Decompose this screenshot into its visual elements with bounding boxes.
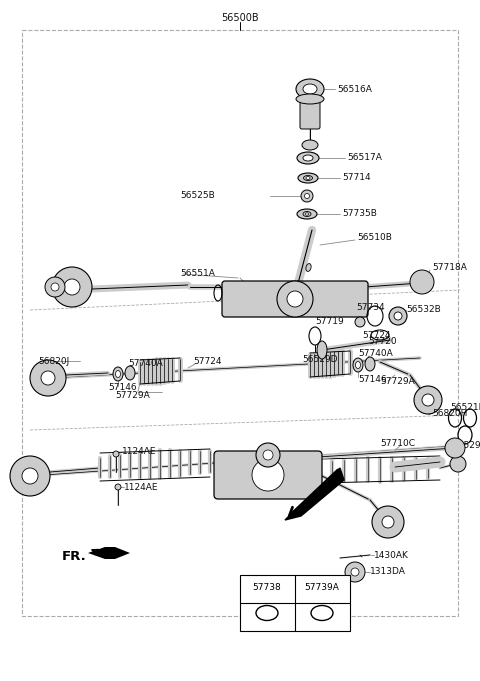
Circle shape bbox=[355, 317, 365, 327]
Ellipse shape bbox=[303, 84, 317, 94]
Ellipse shape bbox=[306, 264, 311, 272]
Text: 57729A: 57729A bbox=[380, 377, 415, 387]
Text: 57740A: 57740A bbox=[358, 349, 393, 358]
Text: 57710C: 57710C bbox=[380, 439, 415, 449]
Text: 56529D: 56529D bbox=[452, 441, 480, 451]
Text: 1313DA: 1313DA bbox=[370, 567, 406, 577]
Circle shape bbox=[450, 456, 466, 472]
Circle shape bbox=[410, 270, 434, 294]
Circle shape bbox=[41, 371, 55, 385]
Text: 56500B: 56500B bbox=[221, 13, 259, 23]
Text: 1430AK: 1430AK bbox=[374, 550, 409, 560]
Circle shape bbox=[30, 360, 66, 396]
Ellipse shape bbox=[394, 312, 402, 320]
Circle shape bbox=[252, 459, 284, 491]
Circle shape bbox=[345, 562, 365, 582]
Text: 56820H: 56820H bbox=[432, 409, 468, 419]
Text: 56529D: 56529D bbox=[302, 355, 337, 364]
Text: 57714: 57714 bbox=[342, 174, 371, 183]
Text: 56820J: 56820J bbox=[38, 358, 69, 366]
Text: 57739A: 57739A bbox=[305, 582, 339, 592]
Text: 56516A: 56516A bbox=[337, 84, 372, 93]
Text: FR.: FR. bbox=[62, 550, 87, 563]
Text: 56551A: 56551A bbox=[180, 270, 215, 279]
Circle shape bbox=[10, 456, 50, 496]
Ellipse shape bbox=[306, 176, 310, 180]
Text: 56521B: 56521B bbox=[450, 404, 480, 413]
Ellipse shape bbox=[116, 370, 120, 377]
Text: 56517A: 56517A bbox=[347, 153, 382, 163]
Circle shape bbox=[277, 281, 313, 317]
Text: 56525B: 56525B bbox=[180, 191, 215, 200]
Text: 57718A: 57718A bbox=[432, 264, 467, 272]
Text: 56532B: 56532B bbox=[406, 306, 441, 315]
Ellipse shape bbox=[303, 212, 311, 217]
Text: 57146: 57146 bbox=[358, 375, 386, 383]
Text: 1124AE: 1124AE bbox=[124, 483, 158, 492]
Circle shape bbox=[22, 468, 38, 484]
Polygon shape bbox=[285, 468, 344, 520]
Text: 57734: 57734 bbox=[356, 304, 384, 313]
Ellipse shape bbox=[298, 173, 318, 183]
Text: 57735B: 57735B bbox=[342, 210, 377, 219]
Circle shape bbox=[301, 190, 313, 202]
Ellipse shape bbox=[297, 152, 319, 164]
Text: 1124AE: 1124AE bbox=[122, 447, 156, 456]
Circle shape bbox=[51, 283, 59, 291]
Circle shape bbox=[52, 267, 92, 307]
Ellipse shape bbox=[365, 357, 375, 371]
Ellipse shape bbox=[125, 366, 135, 380]
Ellipse shape bbox=[113, 367, 123, 381]
Circle shape bbox=[445, 438, 465, 458]
Ellipse shape bbox=[356, 362, 360, 368]
Circle shape bbox=[422, 394, 434, 406]
Ellipse shape bbox=[296, 79, 324, 99]
Text: 57146: 57146 bbox=[108, 383, 137, 392]
Text: 57720: 57720 bbox=[368, 338, 396, 347]
Ellipse shape bbox=[389, 307, 407, 325]
FancyBboxPatch shape bbox=[222, 281, 368, 317]
Circle shape bbox=[414, 386, 442, 414]
FancyBboxPatch shape bbox=[214, 451, 322, 499]
Text: 57729A: 57729A bbox=[115, 392, 150, 400]
Text: 57724: 57724 bbox=[193, 358, 221, 366]
Circle shape bbox=[351, 568, 359, 576]
Ellipse shape bbox=[303, 155, 313, 161]
Circle shape bbox=[287, 291, 303, 307]
Text: 56510B: 56510B bbox=[357, 234, 392, 242]
Text: 57738: 57738 bbox=[252, 582, 281, 592]
Circle shape bbox=[256, 443, 280, 467]
Circle shape bbox=[304, 193, 310, 198]
Ellipse shape bbox=[302, 140, 318, 150]
Text: 57724: 57724 bbox=[362, 332, 391, 340]
Ellipse shape bbox=[297, 209, 317, 219]
Polygon shape bbox=[88, 545, 130, 561]
Ellipse shape bbox=[317, 341, 327, 359]
Circle shape bbox=[372, 506, 404, 538]
Bar bbox=[240, 575, 350, 631]
Text: 57719: 57719 bbox=[315, 317, 344, 326]
Ellipse shape bbox=[296, 94, 324, 104]
Circle shape bbox=[115, 484, 121, 490]
Bar bbox=[22, 30, 458, 616]
Circle shape bbox=[64, 279, 80, 295]
Circle shape bbox=[382, 516, 394, 528]
FancyBboxPatch shape bbox=[300, 95, 320, 129]
Ellipse shape bbox=[303, 176, 312, 180]
Circle shape bbox=[45, 277, 65, 297]
Ellipse shape bbox=[305, 212, 309, 215]
Circle shape bbox=[263, 450, 273, 460]
Circle shape bbox=[113, 451, 119, 457]
Text: 57740A: 57740A bbox=[128, 358, 163, 368]
Ellipse shape bbox=[353, 358, 363, 372]
